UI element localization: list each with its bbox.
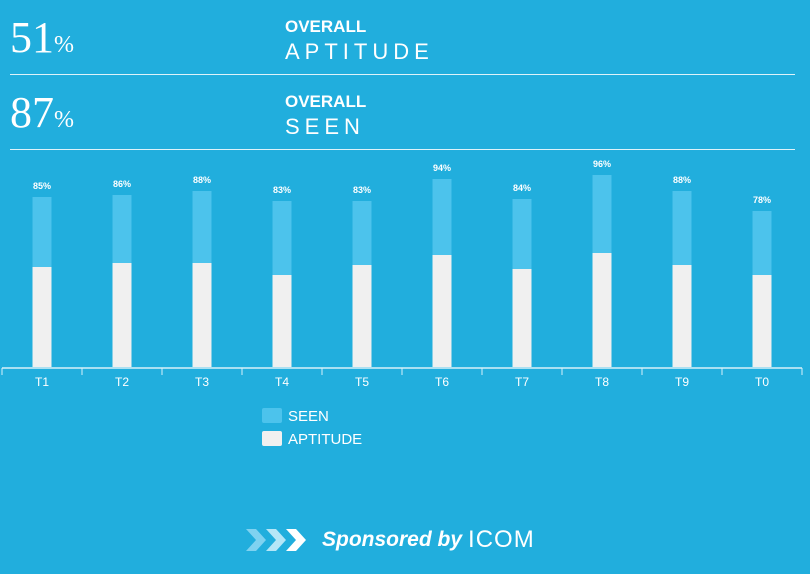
value-label: 83% xyxy=(273,185,291,195)
sponsor: Sponsored by ICOM xyxy=(246,522,535,558)
stat-unit: % xyxy=(54,32,74,58)
value-label: 94% xyxy=(433,163,451,173)
legend-swatch xyxy=(262,408,282,423)
value-label: 83% xyxy=(353,185,371,195)
value-label: 85% xyxy=(33,181,51,191)
stat-title: OVERALL xyxy=(285,17,367,36)
x-tick-label: T9 xyxy=(675,375,689,389)
x-tick-label: T2 xyxy=(115,375,129,389)
stat-title: OVERALL xyxy=(285,92,367,111)
value-label: 88% xyxy=(673,175,691,185)
legend-label: SEEN xyxy=(288,408,329,425)
bar xyxy=(432,255,452,367)
bar xyxy=(192,263,212,367)
bar xyxy=(592,253,612,367)
bar xyxy=(752,275,772,367)
legend-swatch xyxy=(262,431,282,446)
legend-label: APTITUDE xyxy=(288,431,362,448)
bar xyxy=(112,263,132,367)
value-label: 78% xyxy=(753,195,771,205)
sponsor-arrows xyxy=(246,529,306,551)
bar xyxy=(272,275,292,367)
x-tick-label: T6 xyxy=(435,375,449,389)
value-label: 96% xyxy=(593,159,611,169)
x-tick-label: T8 xyxy=(595,375,609,389)
x-tick-label: T1 xyxy=(35,375,49,389)
bar xyxy=(512,269,532,367)
stat-unit: % xyxy=(54,107,74,133)
stat-subtitle: SEEN xyxy=(285,114,365,139)
stat-value: 51 xyxy=(10,13,54,62)
stat-value: 87 xyxy=(10,88,54,137)
x-tick-label: T4 xyxy=(275,375,289,389)
value-label: 84% xyxy=(513,183,531,193)
x-tick-label: T3 xyxy=(195,375,209,389)
sponsor-brand: ICOM xyxy=(468,526,535,553)
bar xyxy=(32,267,52,367)
x-tick-label: T7 xyxy=(515,375,529,389)
x-tick-label: T0 xyxy=(755,375,769,389)
stat-row: 51% OVERALL APTITUDE xyxy=(10,0,795,75)
value-label: 88% xyxy=(193,175,211,185)
chart: 85% 86% 88% 83% 83% 94% 84% 96% 88% 78% T1 T2 T3 T4 T5… xyxy=(1,159,803,448)
value-label: 86% xyxy=(113,179,131,189)
x-tick-label: T5 xyxy=(355,375,369,389)
stat-subtitle: APTITUDE xyxy=(285,39,434,64)
stat-row: 87% OVERALL SEEN xyxy=(10,75,795,150)
bar xyxy=(352,265,372,367)
sponsor-text: Sponsored by xyxy=(322,528,463,551)
stat-value-wrap: 87% xyxy=(10,91,74,142)
bar xyxy=(672,265,692,367)
stat-value-wrap: 51% xyxy=(10,16,74,67)
